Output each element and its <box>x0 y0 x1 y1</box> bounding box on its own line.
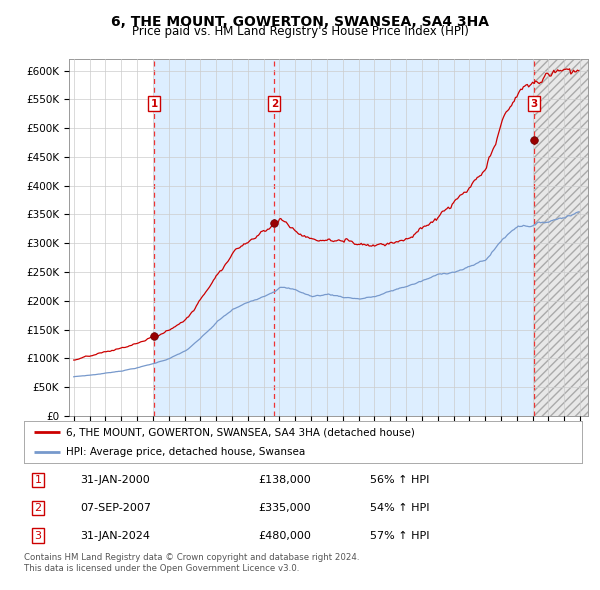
Text: 56% ↑ HPI: 56% ↑ HPI <box>370 475 430 485</box>
Text: 1: 1 <box>34 475 41 485</box>
Text: £138,000: £138,000 <box>259 475 311 485</box>
Text: 6, THE MOUNT, GOWERTON, SWANSEA, SA4 3HA: 6, THE MOUNT, GOWERTON, SWANSEA, SA4 3HA <box>111 15 489 29</box>
Text: 57% ↑ HPI: 57% ↑ HPI <box>370 531 430 541</box>
Text: 2: 2 <box>271 99 278 109</box>
Text: 54% ↑ HPI: 54% ↑ HPI <box>370 503 430 513</box>
Text: Price paid vs. HM Land Registry's House Price Index (HPI): Price paid vs. HM Land Registry's House … <box>131 25 469 38</box>
Text: £480,000: £480,000 <box>259 531 311 541</box>
Text: 3: 3 <box>34 531 41 541</box>
Text: 2: 2 <box>34 503 41 513</box>
Text: 1: 1 <box>151 99 158 109</box>
Text: 31-JAN-2000: 31-JAN-2000 <box>80 475 149 485</box>
Bar <box>534 59 588 416</box>
Text: 3: 3 <box>530 99 538 109</box>
Text: 31-JAN-2024: 31-JAN-2024 <box>80 531 150 541</box>
Text: 07-SEP-2007: 07-SEP-2007 <box>80 503 151 513</box>
Text: £335,000: £335,000 <box>259 503 311 513</box>
Bar <box>154 59 534 416</box>
Text: Contains HM Land Registry data © Crown copyright and database right 2024.
This d: Contains HM Land Registry data © Crown c… <box>24 553 359 573</box>
Text: 6, THE MOUNT, GOWERTON, SWANSEA, SA4 3HA (detached house): 6, THE MOUNT, GOWERTON, SWANSEA, SA4 3HA… <box>66 427 415 437</box>
Text: HPI: Average price, detached house, Swansea: HPI: Average price, detached house, Swan… <box>66 447 305 457</box>
